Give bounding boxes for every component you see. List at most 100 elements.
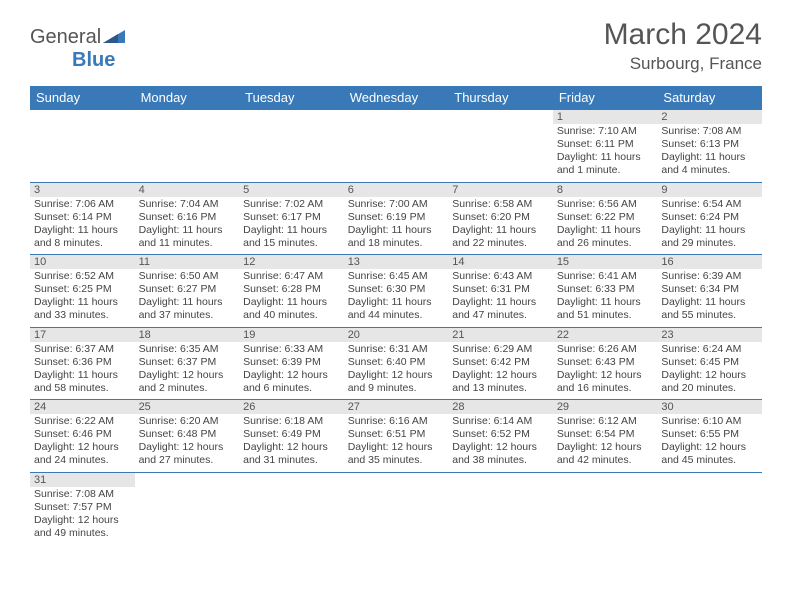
daylight-text: Daylight: 12 hours and 38 minutes. — [452, 441, 549, 467]
day-info-cell: Sunrise: 6:12 AMSunset: 6:54 PMDaylight:… — [553, 414, 658, 472]
day-header: Monday — [135, 86, 240, 110]
sunrise-text: Sunrise: 6:12 AM — [557, 415, 654, 428]
sunset-text: Sunset: 6:22 PM — [557, 211, 654, 224]
day-number-cell: 17 — [30, 327, 135, 342]
day-info-cell — [30, 124, 135, 182]
sunset-text: Sunset: 6:36 PM — [34, 356, 131, 369]
sunrise-text: Sunrise: 6:24 AM — [661, 343, 758, 356]
day-number-cell — [135, 110, 240, 125]
day-number-cell: 10 — [30, 255, 135, 270]
day-number-cell: 23 — [657, 327, 762, 342]
day-info-cell: Sunrise: 7:10 AMSunset: 6:11 PMDaylight:… — [553, 124, 658, 182]
day-info-cell — [448, 487, 553, 545]
sunset-text: Sunset: 6:19 PM — [348, 211, 445, 224]
day-info-cell: Sunrise: 6:26 AMSunset: 6:43 PMDaylight:… — [553, 342, 658, 400]
title-block: March 2024 Surbourg, France — [604, 18, 762, 74]
sunrise-text: Sunrise: 6:56 AM — [557, 198, 654, 211]
info-row: Sunrise: 6:37 AMSunset: 6:36 PM Daylight:… — [30, 342, 762, 400]
sunset-text: Sunset: 6:48 PM — [139, 428, 236, 441]
logo-icon — [103, 26, 125, 48]
sunrise-text: Sunrise: 6:37 AM — [34, 343, 131, 356]
daylight-text: Daylight: 12 hours and 49 minutes. — [34, 514, 131, 540]
day-number-cell: 6 — [344, 182, 449, 197]
day-info-cell: Sunrise: 7:08 AMSunset: 6:13 PMDaylight:… — [657, 124, 762, 182]
sunrise-text: Sunrise: 7:02 AM — [243, 198, 340, 211]
day-info-cell: Sunrise: 6:29 AMSunset: 6:42 PMDaylight:… — [448, 342, 553, 400]
daynum-row: 3456789 — [30, 182, 762, 197]
logo-word-1: General — [30, 26, 101, 48]
sunset-text: Sunset: 6:49 PM — [243, 428, 340, 441]
day-number-cell: 14 — [448, 255, 553, 270]
sunrise-text: Sunrise: 6:52 AM — [34, 270, 131, 283]
day-number-cell: 19 — [239, 327, 344, 342]
day-info-cell: Sunrise: 6:39 AMSunset: 6:34 PMDaylight:… — [657, 269, 762, 327]
daynum-row: 10111213141516 — [30, 255, 762, 270]
daylight-text: Daylight: 11 hours and 18 minutes. — [348, 224, 445, 250]
daylight-text: Daylight: 11 hours and 47 minutes. — [452, 296, 549, 322]
sunrise-text: Sunrise: 6:10 AM — [661, 415, 758, 428]
sunset-text: Sunset: 6:27 PM — [139, 283, 236, 296]
sunrise-text: Sunrise: 6:50 AM — [139, 270, 236, 283]
daylight-text: Daylight: 12 hours and 42 minutes. — [557, 441, 654, 467]
info-row: Sunrise: 7:06 AMSunset: 6:14 PMDaylight:… — [30, 197, 762, 255]
day-info-cell: Sunrise: 6:41 AMSunset: 6:33 PMDaylight:… — [553, 269, 658, 327]
day-number-cell — [553, 472, 658, 487]
day-info-cell: Sunrise: 6:18 AMSunset: 6:49 PMDaylight:… — [239, 414, 344, 472]
sunset-text: Sunset: 6:13 PM — [661, 138, 758, 151]
sunset-text: Sunset: 6:45 PM — [661, 356, 758, 369]
sunset-text: Sunset: 6:34 PM — [661, 283, 758, 296]
info-row: Sunrise: 7:10 AMSunset: 6:11 PMDaylight:… — [30, 124, 762, 182]
sunset-text: Sunset: 6:40 PM — [348, 356, 445, 369]
day-info-cell — [239, 124, 344, 182]
day-number-cell: 1 — [553, 110, 658, 125]
day-info-cell: Sunrise: 6:16 AMSunset: 6:51 PMDaylight:… — [344, 414, 449, 472]
day-info-cell — [553, 487, 658, 545]
sunset-text: Sunset: 6:43 PM — [557, 356, 654, 369]
daylight-text: Daylight: 12 hours and 2 minutes. — [139, 369, 236, 395]
day-header: Thursday — [448, 86, 553, 110]
day-info-cell — [135, 124, 240, 182]
day-number-cell — [657, 472, 762, 487]
sunset-text: Sunset: 6:14 PM — [34, 211, 131, 224]
daylight-text: Daylight: 11 hours and 1 minute. — [557, 151, 654, 177]
day-number-cell: 30 — [657, 400, 762, 415]
day-header: Friday — [553, 86, 658, 110]
sunset-text: Sunset: 6:28 PM — [243, 283, 340, 296]
sunset-text: Sunset: 6:16 PM — [139, 211, 236, 224]
daylight-text: Daylight: 11 hours and 44 minutes. — [348, 296, 445, 322]
day-header-row: SundayMondayTuesdayWednesdayThursdayFrid… — [30, 86, 762, 110]
day-info-cell — [344, 487, 449, 545]
day-info-cell: Sunrise: 7:08 AMSunset: 7:57 PMDaylight:… — [30, 487, 135, 545]
day-info-cell: Sunrise: 7:00 AMSunset: 6:19 PMDaylight:… — [344, 197, 449, 255]
day-number-cell — [239, 472, 344, 487]
day-number-cell: 11 — [135, 255, 240, 270]
day-info-cell: Sunrise: 6:54 AMSunset: 6:24 PMDaylight:… — [657, 197, 762, 255]
daylight-text: Daylight: 12 hours and 35 minutes. — [348, 441, 445, 467]
sunset-text: Sunset: 6:20 PM — [452, 211, 549, 224]
day-number-cell — [344, 472, 449, 487]
sunrise-text: Sunrise: 6:29 AM — [452, 343, 549, 356]
sunrise-text: Sunrise: 7:10 AM — [557, 125, 654, 138]
day-number-cell: 2 — [657, 110, 762, 125]
day-number-cell — [448, 110, 553, 125]
day-number-cell — [344, 110, 449, 125]
day-number-cell: 9 — [657, 182, 762, 197]
sunset-text: Sunset: 6:37 PM — [139, 356, 236, 369]
day-header: Tuesday — [239, 86, 344, 110]
day-number-cell: 24 — [30, 400, 135, 415]
daylight-text: Daylight: 12 hours and 31 minutes. — [243, 441, 340, 467]
daynum-row: 31 — [30, 472, 762, 487]
daylight-text: Daylight: 12 hours and 24 minutes. — [34, 441, 131, 467]
info-row: Sunrise: 6:22 AMSunset: 6:46 PMDaylight:… — [30, 414, 762, 472]
day-number-cell: 4 — [135, 182, 240, 197]
sunrise-text: Sunrise: 7:08 AM — [661, 125, 758, 138]
day-info-cell: Sunrise: 6:10 AMSunset: 6:55 PMDaylight:… — [657, 414, 762, 472]
day-number-cell: 18 — [135, 327, 240, 342]
day-info-cell: Sunrise: 6:14 AMSunset: 6:52 PMDaylight:… — [448, 414, 553, 472]
daynum-row: 12 — [30, 110, 762, 125]
day-number-cell: 27 — [344, 400, 449, 415]
daylight-text: Daylight: 12 hours and 45 minutes. — [661, 441, 758, 467]
day-number-cell: 8 — [553, 182, 658, 197]
sunrise-text: Sunrise: 6:35 AM — [139, 343, 236, 356]
sunset-text: Sunset: 6:55 PM — [661, 428, 758, 441]
